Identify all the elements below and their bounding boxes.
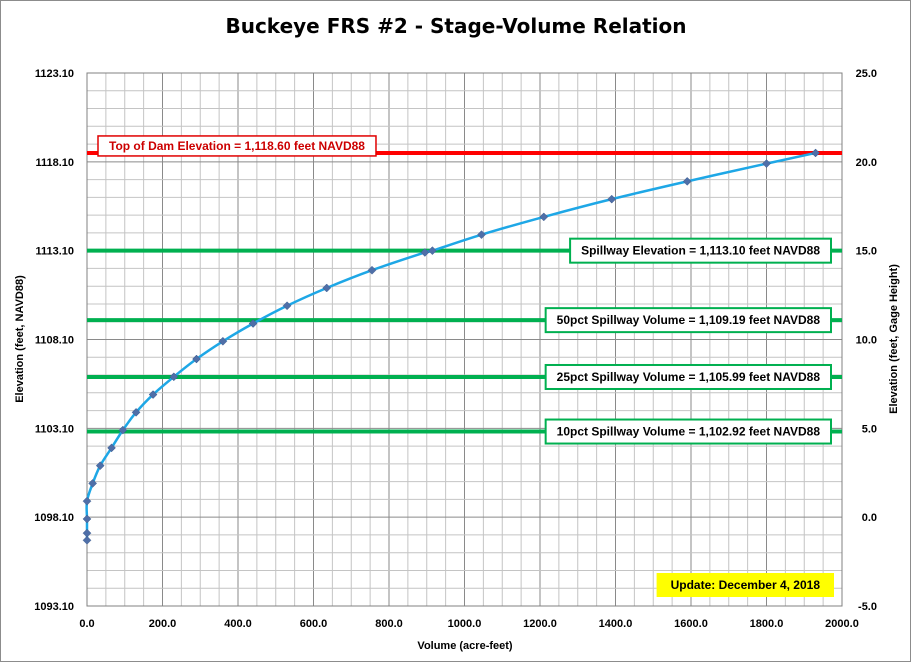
reference-label-box [544,418,832,445]
data-point-22 [682,177,692,186]
x-tick-label: 800.0 [375,618,403,630]
data-point-17 [420,248,430,257]
y-tick-label: 1108.10 [35,335,74,347]
y-tick-label: 1093.10 [34,601,74,613]
data-point-9 [148,390,158,399]
y-axis-title: Elevation (feet, NAVD88) [14,275,26,403]
plot-border [86,72,843,607]
data-point-6 [107,443,116,453]
y2-tick-label: 20.0 [856,157,877,169]
data-point-24 [811,148,820,158]
reference-label-box [97,135,377,157]
grid-layer [86,72,843,607]
data-point-8 [131,407,141,417]
data-point-14 [282,301,292,311]
y2-tick-label: -5.0 [858,601,877,613]
reference-label-4: 10pct Spillway Volume = 1,102.92 feet NA… [544,418,832,445]
x-tick-label: 600.0 [300,618,328,630]
data-point-23 [762,159,771,168]
y2-tick-label: 10.0 [856,335,877,347]
chart-title: Buckeye FRS #2 - Stage-Volume Relation [225,14,686,38]
y-tick-label: 1098.10 [34,512,74,524]
data-point-4 [88,479,98,488]
x-tick-label: 1000.0 [448,618,482,630]
series-layer [82,148,820,545]
annotation-0: Update: December 4, 2018 [656,573,834,597]
data-point-15 [322,283,332,293]
reference-label-box [569,237,832,264]
y2-tick-label: 15.0 [856,246,877,258]
x-tick-label: 1400.0 [599,618,633,630]
data-point-3 [82,496,92,506]
data-point-11 [192,354,201,364]
data-point-18 [428,246,437,256]
y2-axis-title: Elevation (feet, Gage Height) [888,264,900,414]
reference-label-1: Spillway Elevation = 1,113.10 feet NAVD8… [569,237,832,264]
tick-labels: 0.0 200.0 400.0 600.0 800.0 1000.0 1200.0 1400.… [34,68,877,630]
data-point-19 [477,230,486,240]
data-point-16 [367,265,377,275]
y2-tick-label: 0.0 [862,512,877,524]
x-tick-label: 0.0 [79,618,94,630]
y-tick-label: 1123.10 [35,68,74,80]
x-axis-title: Volume (acre-feet) [417,640,512,652]
y-tick-label: 1113.10 [35,246,74,258]
x-tick-label: 200.0 [149,618,177,630]
data-point-5 [95,461,105,470]
y2-tick-label: 25.0 [856,68,877,80]
data-point-20 [539,212,549,222]
x-tick-label: 1800.0 [750,618,784,630]
x-tick-label: 1600.0 [674,618,708,630]
reference-label-text: 10pct Spillway Volume = 1,102.92 feet NA… [557,425,821,439]
reference-label-2: 50pct Spillway Volume = 1,109.19 feet NA… [544,307,832,334]
data-point-7 [118,425,128,435]
x-tick-label: 2000.0 [825,618,859,630]
reference-label-box [544,307,832,334]
y-tick-label: 1103.10 [35,423,74,435]
data-point-12 [218,336,228,346]
x-tick-label: 1200.0 [523,618,557,630]
data-point-0 [82,535,92,545]
reference-label-0: Top of Dam Elevation = 1,118.60 feet NAV… [97,135,377,157]
reference-labels: Top of Dam Elevation = 1,118.60 feet NAV… [97,135,834,597]
annotation-text: Update: December 4, 2018 [671,578,821,592]
reference-label-text: Top of Dam Elevation = 1,118.60 feet NAV… [109,139,365,153]
reference-label-text: 50pct Spillway Volume = 1,109.19 feet NA… [557,313,821,327]
reference-label-text: Spillway Elevation = 1,113.10 feet NAVD8… [581,244,820,258]
data-point-10 [169,372,179,382]
data-point-21 [607,194,617,204]
y2-tick-label: 5.0 [862,423,877,435]
data-point-13 [248,319,258,328]
reference-label-box [544,363,832,390]
data-point-2 [82,514,92,524]
x-tick-label: 400.0 [224,618,252,630]
reference-label-3: 25pct Spillway Volume = 1,105.99 feet NA… [544,363,832,390]
y-tick-label: 1118.10 [35,157,74,169]
data-point-1 [82,528,92,538]
reference-label-text: 25pct Spillway Volume = 1,105.99 feet NA… [557,370,821,384]
annotation-box [656,573,834,597]
